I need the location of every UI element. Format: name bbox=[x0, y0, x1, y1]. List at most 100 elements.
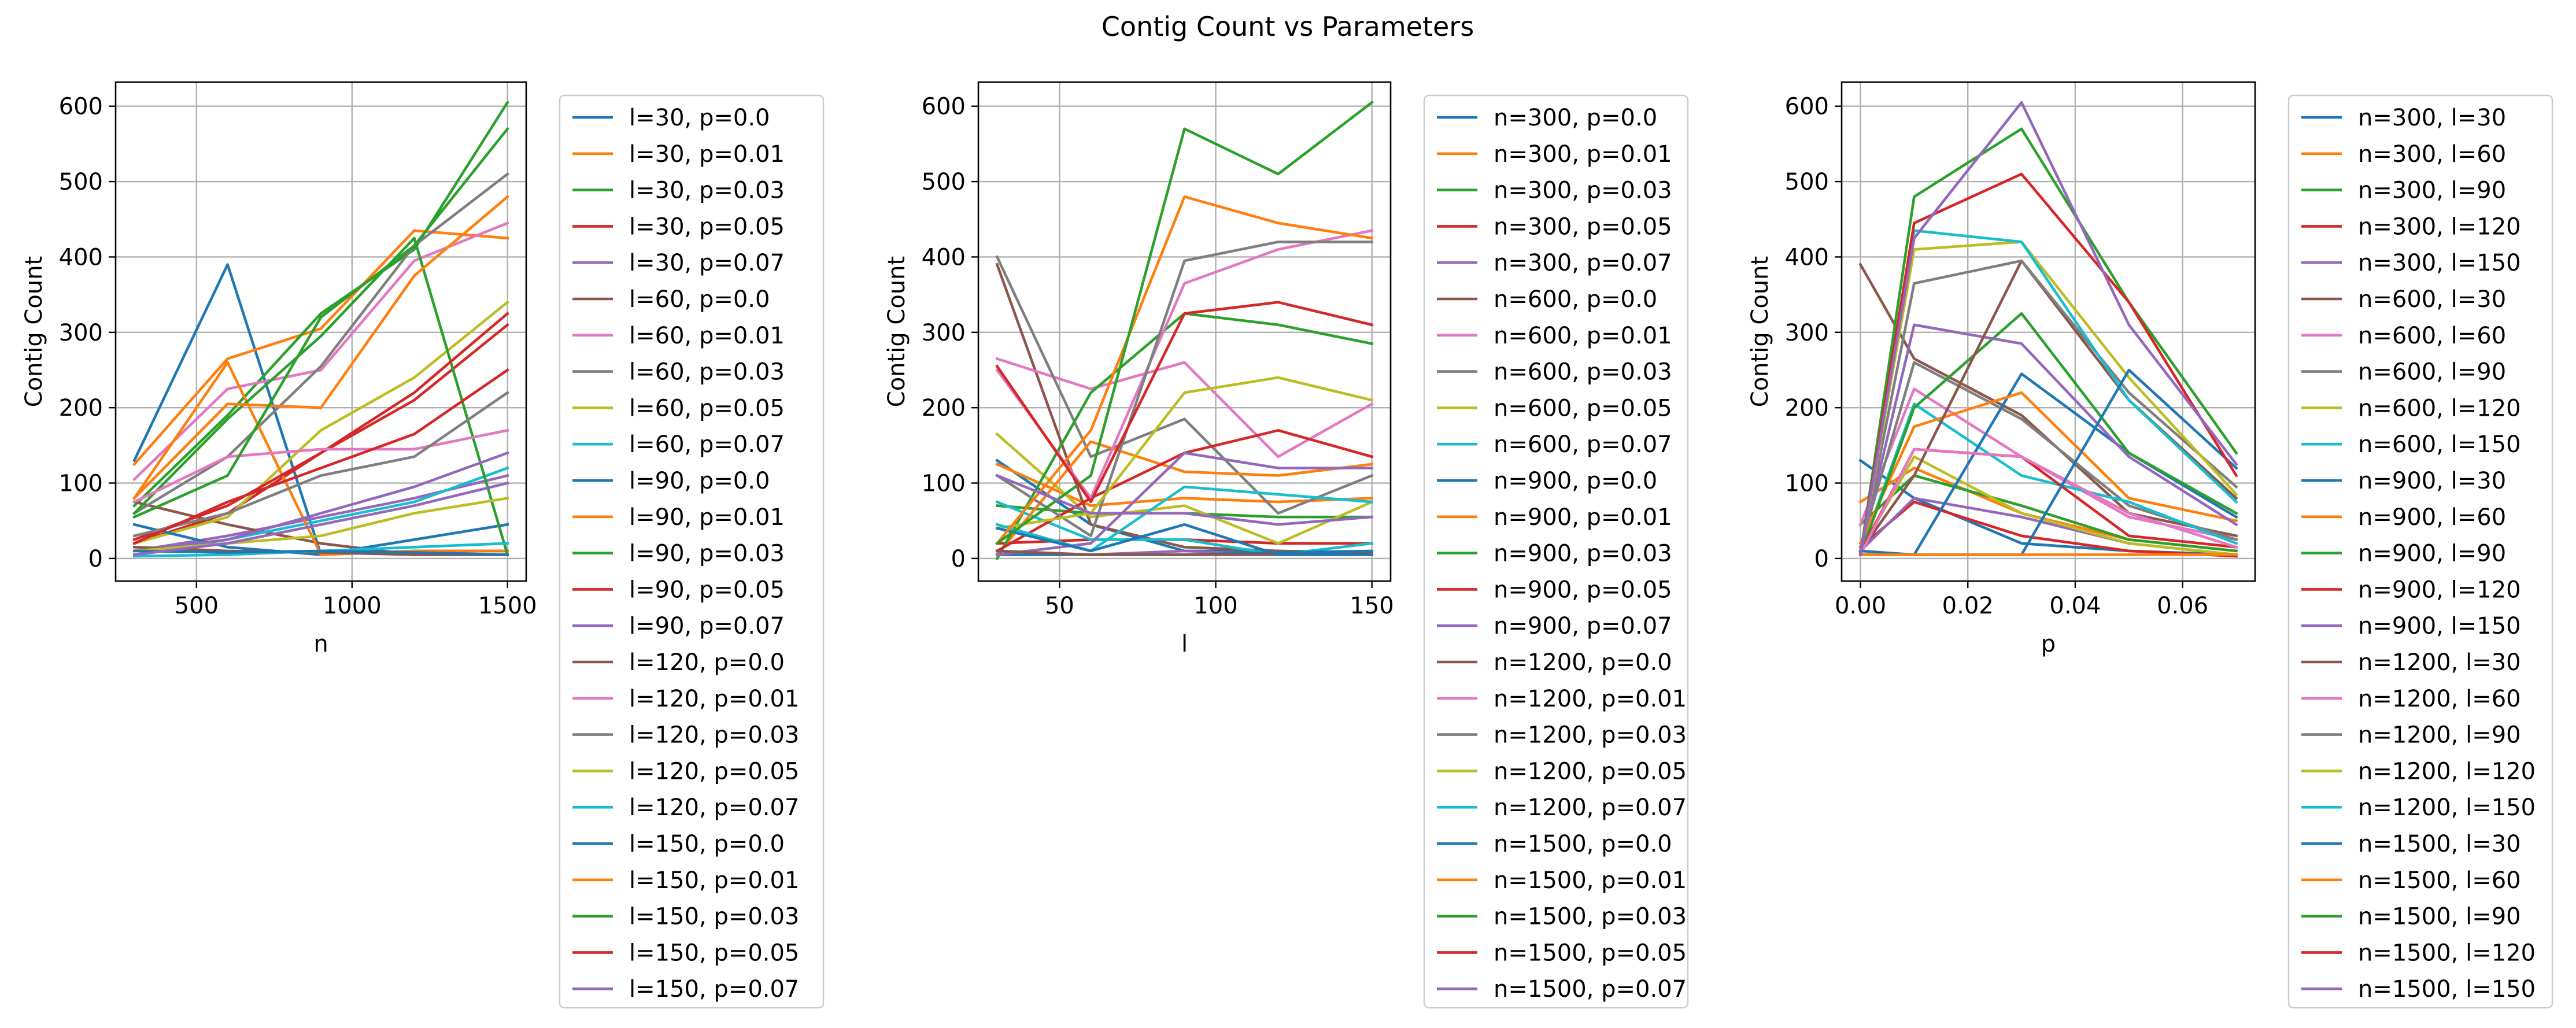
legend-entry: n=900, p=0.05 bbox=[1437, 576, 1672, 603]
x-tick-label: 150 bbox=[1350, 593, 1394, 619]
legend-label: n=1500, p=0.01 bbox=[1494, 867, 1687, 894]
legend-entry: n=900, l=90 bbox=[2301, 541, 2506, 567]
series-line-18 bbox=[995, 376, 1374, 530]
series-line-7 bbox=[995, 255, 1374, 515]
x-tick-label: 0.04 bbox=[2049, 593, 2101, 619]
x-tick: 50 bbox=[1045, 581, 1074, 619]
legend-label: n=1500, p=0.07 bbox=[1494, 976, 1687, 1003]
y-tick-label: 100 bbox=[59, 471, 103, 497]
y-tick-label: 0 bbox=[88, 546, 103, 572]
legend-label: n=900, p=0.0 bbox=[1494, 468, 1657, 494]
legend-box bbox=[2287, 94, 2553, 1009]
legend-entry: l=90, p=0.03 bbox=[572, 541, 785, 567]
y-tick: 500 bbox=[1785, 169, 1842, 195]
y-tick: 100 bbox=[922, 471, 978, 497]
legend-label: n=900, p=0.01 bbox=[1494, 504, 1672, 531]
legend-entry: n=1200, p=0.03 bbox=[1437, 722, 1687, 749]
legend-label: n=1500, l=150 bbox=[2358, 976, 2536, 1003]
y-tick-label: 400 bbox=[1785, 244, 1829, 271]
legend-label: n=300, p=0.07 bbox=[1494, 250, 1672, 276]
legend-entry: n=900, l=30 bbox=[2301, 468, 2506, 494]
y-tick-label: 200 bbox=[59, 395, 103, 421]
legend-label: n=600, p=0.03 bbox=[1494, 359, 1672, 386]
chart-panel-p: 0.00 0.02 0.04 0.06 0 100 200 300 400 500 600 p Cont… bbox=[1747, 81, 2553, 1009]
series-line-24 bbox=[132, 481, 509, 556]
legend-entry: n=1500, l=150 bbox=[2301, 976, 2536, 1003]
series-line-3 bbox=[132, 323, 509, 545]
legend-entry: n=1500, p=0.01 bbox=[1437, 867, 1687, 894]
series-line-14 bbox=[132, 451, 509, 553]
legend-label: l=150, p=0.01 bbox=[629, 867, 799, 894]
series-line-20 bbox=[995, 523, 1373, 556]
series-line-22 bbox=[132, 127, 509, 519]
y-tick-label: 0 bbox=[951, 546, 966, 572]
legend-entry: n=300, l=30 bbox=[2301, 105, 2506, 131]
legend-entry: n=1200, l=90 bbox=[2301, 722, 2521, 749]
series-line-23 bbox=[132, 368, 509, 545]
series-line-2 bbox=[1858, 474, 2238, 553]
legend-entry: l=90, p=0.0 bbox=[572, 468, 770, 494]
y-tick: 400 bbox=[1785, 244, 1842, 271]
legend-label: n=900, p=0.03 bbox=[1494, 541, 1672, 567]
y-tick: 300 bbox=[922, 320, 978, 346]
legend-label: n=900, l=30 bbox=[2358, 468, 2506, 494]
legend-entry: n=600, p=0.07 bbox=[1437, 431, 1672, 458]
legend-entry: n=1500, l=90 bbox=[2301, 904, 2521, 930]
x-tick: 1500 bbox=[478, 581, 537, 619]
series-line-14 bbox=[995, 452, 1373, 556]
series-line-21 bbox=[995, 195, 1374, 546]
series-line-16 bbox=[1858, 448, 2238, 557]
series-line-17 bbox=[132, 390, 509, 538]
y-tick-label: 300 bbox=[922, 320, 966, 346]
chart-panel-l: 50 100 150 0 100 200 300 400 500 600 l Contig Count… bbox=[884, 81, 1689, 1009]
series-line-12 bbox=[1858, 312, 2238, 557]
legend-label: n=600, l=30 bbox=[2358, 286, 2506, 313]
legend-label: l=30, p=0.05 bbox=[629, 213, 785, 240]
series-line-16 bbox=[132, 428, 509, 504]
legend-label: l=120, p=0.0 bbox=[629, 649, 785, 676]
legend-label: n=1200, l=150 bbox=[2358, 794, 2536, 821]
legend-label: n=600, p=0.07 bbox=[1494, 431, 1672, 458]
legend-label: n=1200, l=120 bbox=[2358, 758, 2536, 785]
series-line-14 bbox=[1858, 323, 2238, 553]
legend-entry: n=600, l=90 bbox=[2301, 359, 2506, 386]
y-tick: 0 bbox=[1814, 546, 1842, 572]
series-line-6 bbox=[1858, 387, 2238, 542]
legend-label: n=1200, l=30 bbox=[2358, 649, 2521, 676]
legend-entry: l=150, p=0.03 bbox=[572, 904, 799, 930]
legend-box bbox=[559, 94, 825, 1009]
legend-entry: n=1200, p=0.0 bbox=[1437, 649, 1672, 676]
x-tick: 0.04 bbox=[2049, 581, 2101, 619]
legend-entry: n=600, p=0.05 bbox=[1437, 395, 1672, 421]
y-axis-label: Contig Count bbox=[21, 256, 47, 407]
series-line-8 bbox=[1858, 455, 2238, 556]
series-line-22 bbox=[995, 100, 1374, 546]
y-tick: 200 bbox=[59, 395, 116, 421]
y-tick-label: 400 bbox=[922, 244, 966, 271]
legend-label: l=120, p=0.07 bbox=[629, 794, 799, 821]
legend-label: n=300, p=0.05 bbox=[1494, 213, 1672, 240]
x-tick: 150 bbox=[1350, 581, 1394, 619]
y-tick-label: 200 bbox=[1785, 395, 1829, 421]
y-tick: 100 bbox=[1785, 471, 1842, 497]
legend-entry: l=30, p=0.03 bbox=[572, 178, 785, 204]
series-line-17 bbox=[1858, 259, 2238, 557]
series-line-2 bbox=[132, 101, 509, 508]
series-lines bbox=[1858, 101, 2238, 558]
series-line-17 bbox=[995, 241, 1373, 538]
legend-entry: l=90, p=0.01 bbox=[572, 504, 785, 531]
legend: n=300, l=30 n=300, l=60 n=300, l=90 n=300, … bbox=[2287, 94, 2553, 1009]
legend-entry: l=60, p=0.03 bbox=[572, 359, 785, 386]
legend-entry: n=1200, p=0.01 bbox=[1437, 686, 1687, 712]
legend-entry: l=150, p=0.0 bbox=[572, 831, 785, 857]
series-line-22 bbox=[1858, 127, 2238, 557]
legend-label: n=300, p=0.0 bbox=[1494, 105, 1657, 131]
legend-entry: n=900, p=0.01 bbox=[1437, 504, 1672, 531]
legend-label: l=120, p=0.03 bbox=[629, 722, 799, 749]
legend-entry: n=1200, p=0.07 bbox=[1437, 794, 1687, 821]
legend-label: l=90, p=0.01 bbox=[629, 504, 785, 531]
y-axis-label: Contig Count bbox=[1747, 256, 1773, 407]
legend-label: n=900, p=0.05 bbox=[1494, 576, 1672, 603]
x-axis-label: p bbox=[2041, 631, 2056, 657]
